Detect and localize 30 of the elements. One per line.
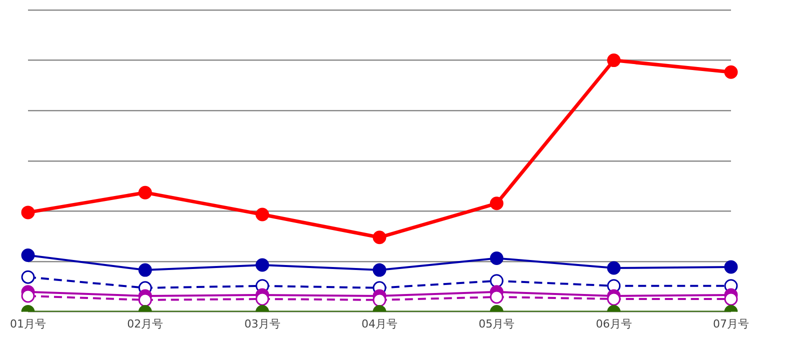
point: [490, 196, 504, 210]
x-tick-label: 04月号: [362, 317, 398, 330]
point: [607, 54, 621, 68]
point: [724, 260, 738, 274]
point: [138, 293, 152, 307]
point: [490, 274, 504, 288]
point: [490, 290, 504, 304]
point: [21, 289, 35, 303]
point: [372, 230, 386, 244]
point: [138, 263, 152, 277]
x-tick-label: 06月号: [596, 317, 632, 330]
point: [372, 293, 386, 307]
point: [256, 208, 270, 222]
point: [256, 292, 270, 306]
point: [21, 270, 35, 284]
point: [724, 65, 738, 79]
x-tick-label: 01月号: [10, 317, 46, 330]
x-tick-label: 03月号: [244, 317, 280, 330]
point: [138, 186, 152, 200]
point: [724, 292, 738, 306]
point: [21, 206, 35, 220]
point: [490, 251, 504, 265]
point: [21, 248, 35, 262]
point: [372, 263, 386, 277]
x-tick-label: 02月号: [127, 317, 164, 330]
point: [256, 258, 270, 272]
point: [607, 261, 621, 275]
x-tick-label: 05月号: [478, 317, 515, 330]
point: [607, 292, 621, 306]
x-tick-label: 07月号: [713, 317, 749, 330]
